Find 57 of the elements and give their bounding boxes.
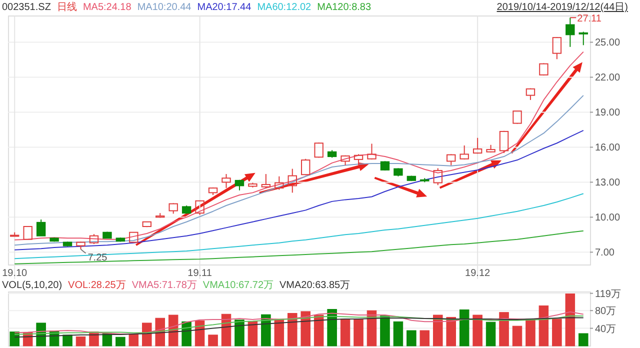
bar xyxy=(327,309,337,346)
y-tick-label: 16.00 xyxy=(595,142,620,154)
annotation: 27.11 xyxy=(577,14,602,25)
y-tick-label: 13.00 xyxy=(595,178,620,189)
y-tick-label: 10.00 xyxy=(595,212,620,224)
y-tick-label: 22.00 xyxy=(595,72,620,84)
y-tick-label: 19.00 xyxy=(595,108,620,119)
y-tick-label: 7.00 xyxy=(595,248,615,259)
bar xyxy=(76,336,86,346)
chart-subtitle: 2019/10/14-2019/12/12(44日) xyxy=(496,2,628,13)
bar xyxy=(62,334,72,346)
bar xyxy=(155,318,165,346)
bar xyxy=(446,316,456,346)
bar xyxy=(234,320,244,346)
bar xyxy=(380,316,390,346)
bar xyxy=(182,321,192,346)
line-series xyxy=(14,193,584,260)
bar xyxy=(459,309,470,346)
bar xyxy=(420,330,430,346)
legend: 002351.SZ 日线 MA5:24.18 MA10:20.44 MA20:17.44 MA60:12.02 MA120:8.83 xyxy=(2,2,372,13)
bar xyxy=(194,320,205,346)
bar xyxy=(288,312,298,346)
bar xyxy=(314,314,324,346)
line-series xyxy=(14,230,584,264)
bar xyxy=(340,318,350,346)
bar xyxy=(472,314,482,346)
x-tick-label: 19.10 xyxy=(2,268,28,279)
bar xyxy=(526,318,536,346)
bar xyxy=(499,312,509,346)
bar xyxy=(300,311,310,346)
line-series xyxy=(14,311,584,335)
bar xyxy=(552,318,562,346)
bar xyxy=(208,334,218,346)
y-tick-label: 119万 xyxy=(595,288,621,300)
bar xyxy=(128,334,139,346)
bar xyxy=(393,321,404,346)
legend: VOL(5,10,20) VOL:28.25万 VMA5:71.78万 VMA10:67.72万 VMA20:63.85万 xyxy=(2,280,350,291)
bar xyxy=(406,330,416,346)
bar xyxy=(565,294,576,346)
y-tick-label: 80万 xyxy=(595,306,616,318)
bar xyxy=(538,305,549,346)
bar xyxy=(433,314,443,346)
bar xyxy=(578,333,588,346)
bar xyxy=(116,336,126,346)
bar xyxy=(142,322,152,346)
bar xyxy=(512,326,522,346)
bar xyxy=(486,322,496,346)
bar xyxy=(248,320,258,346)
y-tick-label: 25.00 xyxy=(595,38,620,49)
bar xyxy=(274,318,284,346)
y-tick-label: 40万 xyxy=(595,324,616,335)
line-series xyxy=(14,130,584,250)
annotation: 7.25 xyxy=(88,252,108,264)
x-tick-label: 19.12 xyxy=(465,268,491,279)
x-tick-label: 19.11 xyxy=(188,268,212,279)
line-series xyxy=(14,94,584,246)
bar xyxy=(354,318,364,346)
